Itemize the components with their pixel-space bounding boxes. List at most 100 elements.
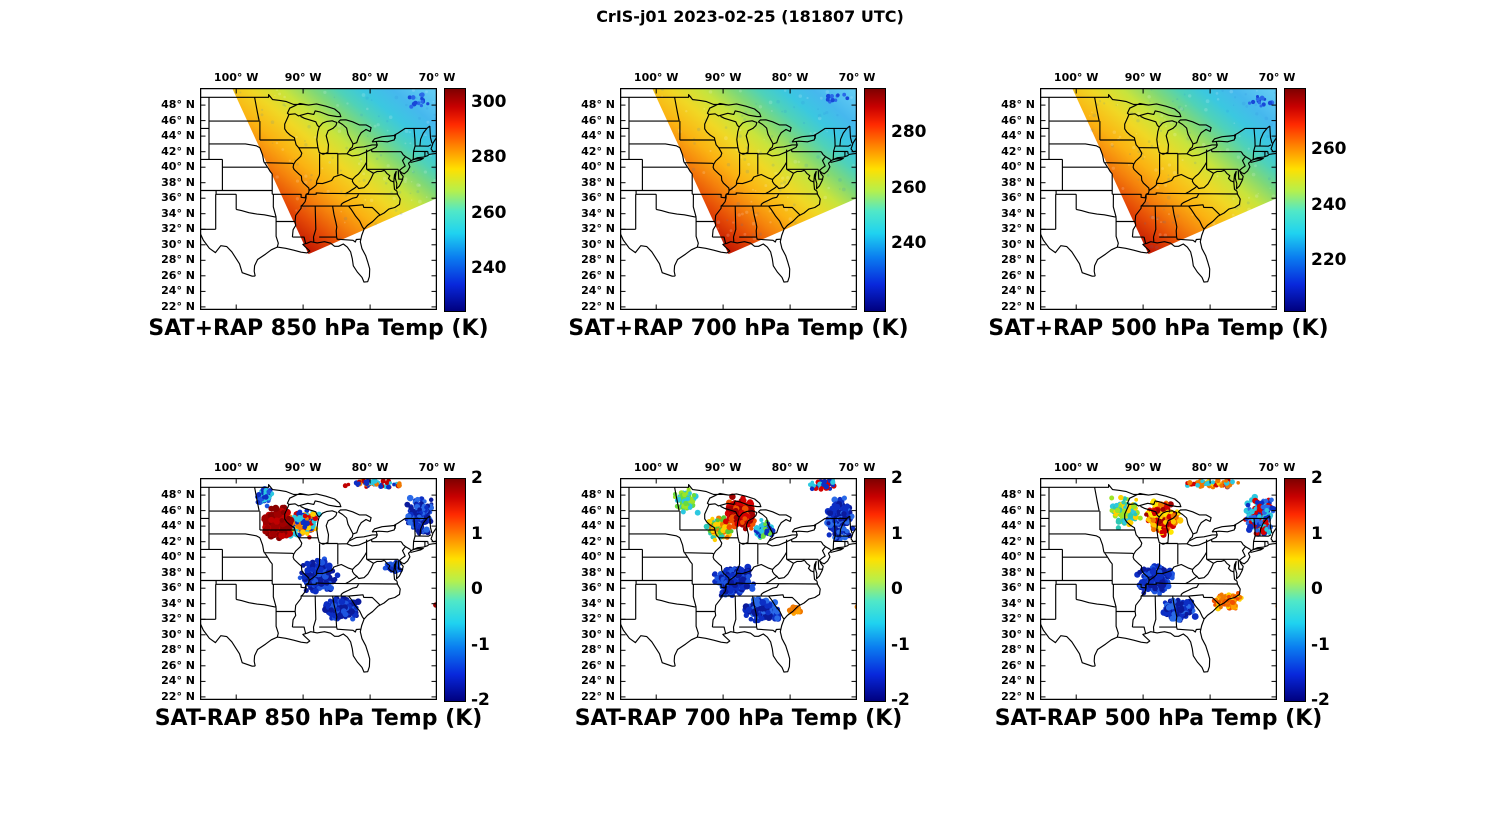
lat-tick-label: 32° N [581, 612, 615, 626]
colorbar-tick-label: 1 [891, 523, 903, 544]
lat-tick-label: 42° N [581, 144, 615, 158]
axis-ticks [620, 88, 857, 310]
lon-tick-label: 80° W [1191, 71, 1229, 84]
colorbar-tick-label: 240 [1311, 194, 1347, 215]
lat-tick-label: 44° N [161, 129, 195, 143]
lat-tick-label: 48° N [1001, 98, 1035, 112]
colorbar-tick-label: 1 [1311, 523, 1323, 544]
state-borders [1040, 484, 1277, 673]
colorbar-tick-label: 2 [1311, 468, 1323, 488]
lat-tick-label: 22° N [161, 689, 195, 703]
lat-tick-label: 44° N [1001, 519, 1035, 533]
lat-tick-label: 38° N [1001, 175, 1035, 189]
lat-tick-label: 28° N [161, 253, 195, 267]
swath-outlier-dots [1248, 94, 1275, 108]
lon-tick-label: 70° W [418, 71, 456, 84]
difference-dots [255, 478, 437, 622]
lat-tick-label: 44° N [161, 519, 195, 533]
lat-tick-label: 36° N [161, 191, 195, 205]
lat-tick-label: 30° N [161, 237, 195, 251]
lon-tick-label: 70° W [838, 71, 876, 84]
map-content [200, 478, 437, 673]
lat-tick-label: 42° N [1001, 144, 1035, 158]
lat-tick-label: 26° N [1001, 658, 1035, 672]
lat-tick-label: 38° N [1001, 565, 1035, 579]
lat-tick-label: 28° N [1001, 253, 1035, 267]
lat-tick-label: 34° N [581, 206, 615, 220]
axis-ticks [200, 478, 437, 700]
lon-tick-label: 80° W [771, 71, 809, 84]
colorbar-tick-label: 240 [891, 233, 927, 254]
lat-tick-label: 36° N [581, 581, 615, 595]
lat-tick-label: 34° N [1001, 596, 1035, 610]
map-sat-plus-rap-500 [1040, 88, 1277, 310]
lat-tick-label: 32° N [1001, 612, 1035, 626]
axes-border [1040, 88, 1277, 310]
lon-tick-label: 80° W [1191, 461, 1229, 474]
lat-tick-label: 36° N [581, 191, 615, 205]
lat-tick-label: 46° N [161, 503, 195, 517]
colorbar-tick-label: -2 [1311, 690, 1330, 710]
lat-tick-label: 46° N [581, 113, 615, 127]
state-borders [1040, 94, 1277, 283]
lat-tick-label: 40° N [161, 160, 195, 174]
state-borders [620, 94, 857, 283]
lat-tick-label: 26° N [161, 658, 195, 672]
colorbar-tick-label: 260 [1311, 139, 1347, 160]
axis-ticks [1040, 88, 1277, 310]
lat-tick-label: 32° N [1001, 222, 1035, 236]
panel-sat-plus-rap-700: 100° W 90° W 80° W 70° W 48° N 46° N 44° N 42° … [545, 54, 944, 355]
colorbar-tick-label: 0 [891, 579, 903, 599]
map-sat-minus-rap-700 [620, 478, 857, 700]
colorbar-sat-plus-rap-850 [444, 88, 466, 312]
map-sat-plus-rap-700 [620, 88, 857, 310]
lon-tick-label: 90° W [1124, 71, 1162, 84]
lat-tick-label: 28° N [581, 253, 615, 267]
lon-tick-label: 70° W [1258, 461, 1296, 474]
lat-tick-label: 26° N [1001, 268, 1035, 282]
lat-tick-label: 42° N [581, 534, 615, 548]
axes-border [1040, 478, 1277, 700]
colorbar-tick-label: 260 [891, 177, 927, 198]
lat-tick-label: 28° N [1001, 643, 1035, 657]
lat-tick-label: 30° N [581, 237, 615, 251]
colorbar-tick-label: 0 [471, 579, 483, 599]
state-borders [200, 94, 437, 283]
lat-tick-label: 42° N [161, 144, 195, 158]
axes-border [200, 478, 437, 700]
colorbar-tick-label: -1 [471, 634, 490, 655]
lat-tick-label: 30° N [1001, 627, 1035, 641]
lat-tick-label: 38° N [161, 565, 195, 579]
colorbar-sat-plus-rap-700 [864, 88, 886, 312]
colorbar-tick-label: 1 [471, 523, 483, 544]
colorbar-sat-plus-rap-500 [1284, 88, 1306, 312]
colorbar-sat-minus-rap-850 [444, 478, 466, 702]
axis-ticks [1040, 478, 1277, 700]
lat-tick-label: 30° N [161, 627, 195, 641]
lat-tick-label: 34° N [161, 206, 195, 220]
lat-tick-label: 32° N [581, 222, 615, 236]
lat-tick-label: 36° N [161, 581, 195, 595]
colorbar-tick-label: 260 [471, 202, 507, 223]
satellite-swath [232, 88, 437, 255]
panel-sat-minus-rap-700: 100° W 90° W 80° W 70° W 48° N 46° N 44° N 42° … [545, 444, 944, 745]
lon-tick-label: 90° W [704, 71, 742, 84]
lat-tick-label: 40° N [161, 550, 195, 564]
lat-tick-label: 28° N [581, 643, 615, 657]
swath-outlier-dots [825, 92, 850, 104]
state-borders [200, 484, 437, 673]
lat-tick-label: 38° N [581, 175, 615, 189]
colorbar-sat-minus-rap-700 [864, 478, 886, 702]
lon-tick-label: 80° W [351, 461, 389, 474]
lat-tick-label: 24° N [1001, 284, 1035, 298]
lat-tick-label: 44° N [1001, 129, 1035, 143]
lon-tick-label: 70° W [418, 461, 456, 474]
swath-outlier-dots [407, 92, 430, 109]
panel-title-sat-plus-rap-700: SAT+RAP 700 hPa Temp (K) [568, 316, 909, 341]
lat-tick-label: 44° N [581, 519, 615, 533]
colorbar-tick-label: 280 [891, 122, 927, 143]
panel-title-sat-minus-rap-700: SAT-RAP 700 hPa Temp (K) [574, 706, 903, 731]
lon-tick-label: 100° W [213, 71, 259, 84]
lat-tick-label: 24° N [1001, 674, 1035, 688]
